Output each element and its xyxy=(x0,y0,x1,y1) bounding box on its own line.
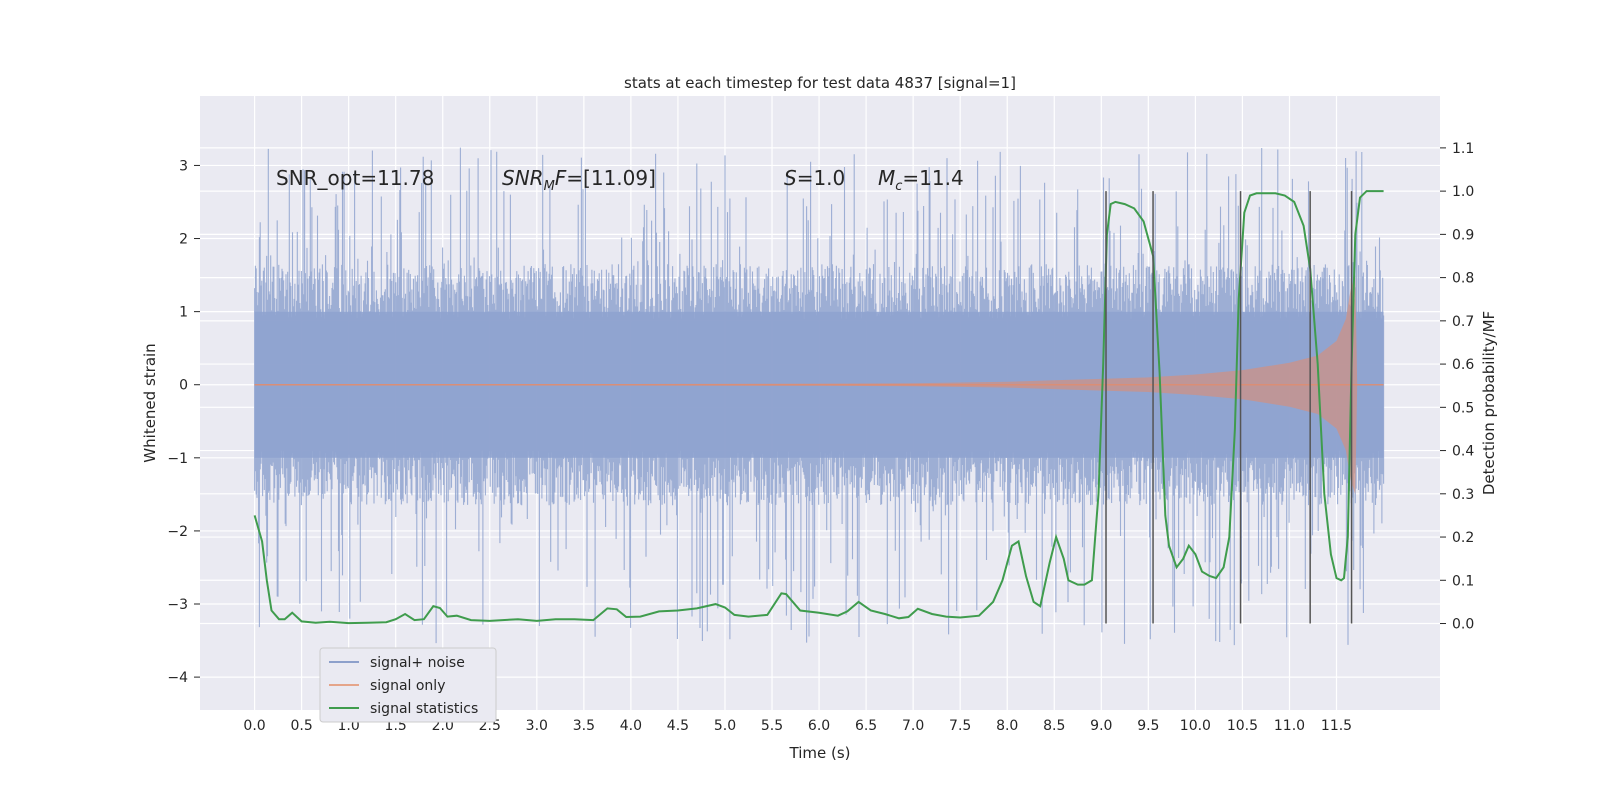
y-right-ticks: 0.0 0.1 0.2 0.3 0.4 0.5 0.6 0.7 0.8 0.9 1.0 1.1 xyxy=(1440,141,1474,633)
y-left-tick-label-1: 2 xyxy=(179,232,188,248)
y-right-tick-label-8: 0.8 xyxy=(1452,271,1474,287)
x-tick-label-19: 9.5 xyxy=(1137,718,1159,734)
x-tick-label-16: 8.0 xyxy=(996,718,1018,734)
annotation-mc: Mc=11.4 xyxy=(878,166,964,194)
x-tick-label-23: 11.5 xyxy=(1321,718,1352,734)
x-tick-label-13: 6.5 xyxy=(855,718,877,734)
x-tick-label-21: 10.5 xyxy=(1227,718,1258,734)
y-right-tick-label-1: 0.1 xyxy=(1452,573,1474,589)
y-axis-label-left: Whitened strain xyxy=(141,343,159,462)
x-tick-label-14: 7.0 xyxy=(902,718,924,734)
x-tick-label-6: 3.0 xyxy=(526,718,548,734)
y-left-tick-label-4: −1 xyxy=(167,451,188,467)
x-tick-label-10: 5.0 xyxy=(714,718,736,734)
x-tick-label-7: 3.5 xyxy=(573,718,595,734)
x-tick-label-18: 9.0 xyxy=(1090,718,1112,734)
legend-label-noise: signal+ noise xyxy=(370,655,465,671)
x-tick-label-22: 11.0 xyxy=(1274,718,1305,734)
y-right-tick-label-9: 0.9 xyxy=(1452,227,1474,243)
y-right-tick-label-7: 0.7 xyxy=(1452,314,1474,330)
y-left-tick-label-0: 3 xyxy=(179,158,188,174)
y-right-tick-label-0: 0.0 xyxy=(1452,617,1474,633)
y-right-tick-label-4: 0.4 xyxy=(1452,444,1474,460)
annotation-snr-mf: SNRMF=[11.09] xyxy=(502,166,656,194)
y-right-tick-label-10: 1.0 xyxy=(1452,184,1474,200)
stats-layer xyxy=(253,190,1384,625)
annotation-s: S=1.0 xyxy=(784,166,845,190)
y-right-tick-label-11: 1.1 xyxy=(1452,141,1474,157)
signal-statistics-line xyxy=(253,190,1384,625)
chart-title: stats at each timestep for test data 483… xyxy=(624,74,1016,92)
legend-label-statistics: signal statistics xyxy=(370,701,478,717)
x-ticks: 0.0 0.5 1.0 1.5 2.0 2.5 3.0 3.5 4.0 4.5 5.0 5.5 6.0 6… xyxy=(243,718,1352,734)
y-left-tick-label-5: −2 xyxy=(167,524,188,540)
y-right-tick-label-3: 0.3 xyxy=(1452,487,1474,503)
y-left-tick-label-3: 0 xyxy=(179,378,188,394)
y-axis-label-right: Detection probability/MF xyxy=(1480,311,1498,495)
x-axis-label: Time (s) xyxy=(789,744,851,762)
x-tick-label-17: 8.5 xyxy=(1043,718,1065,734)
vline-layer xyxy=(1105,191,1353,624)
x-tick-label-15: 7.5 xyxy=(949,718,971,734)
y-left-tick-label-7: −4 xyxy=(167,670,188,686)
y-left-tick-label-2: 1 xyxy=(179,305,188,321)
x-tick-label-12: 6.0 xyxy=(808,718,830,734)
y-left-ticks: 3 2 1 0 −1 −2 −3 −4 xyxy=(167,158,200,686)
legend-box xyxy=(319,647,497,723)
x-tick-label-0: 0.0 xyxy=(243,718,265,734)
y-right-tick-label-6: 0.6 xyxy=(1452,357,1474,373)
x-tick-label-1: 0.5 xyxy=(290,718,312,734)
x-tick-label-8: 4.0 xyxy=(620,718,642,734)
x-tick-label-9: 4.5 xyxy=(667,718,689,734)
y-right-tick-label-5: 0.5 xyxy=(1452,400,1474,416)
signal-layer xyxy=(254,275,1384,495)
y-right-tick-label-2: 0.2 xyxy=(1452,530,1474,546)
y-left-tick-label-6: −3 xyxy=(167,597,188,613)
legend-label-signal: signal only xyxy=(370,678,445,694)
x-tick-label-20: 10.0 xyxy=(1180,718,1211,734)
annotation-snr-opt: SNR_opt=11.78 xyxy=(276,166,434,190)
legend: signal+ noise signal only signal statist… xyxy=(319,647,497,723)
x-tick-label-11: 5.5 xyxy=(761,718,783,734)
